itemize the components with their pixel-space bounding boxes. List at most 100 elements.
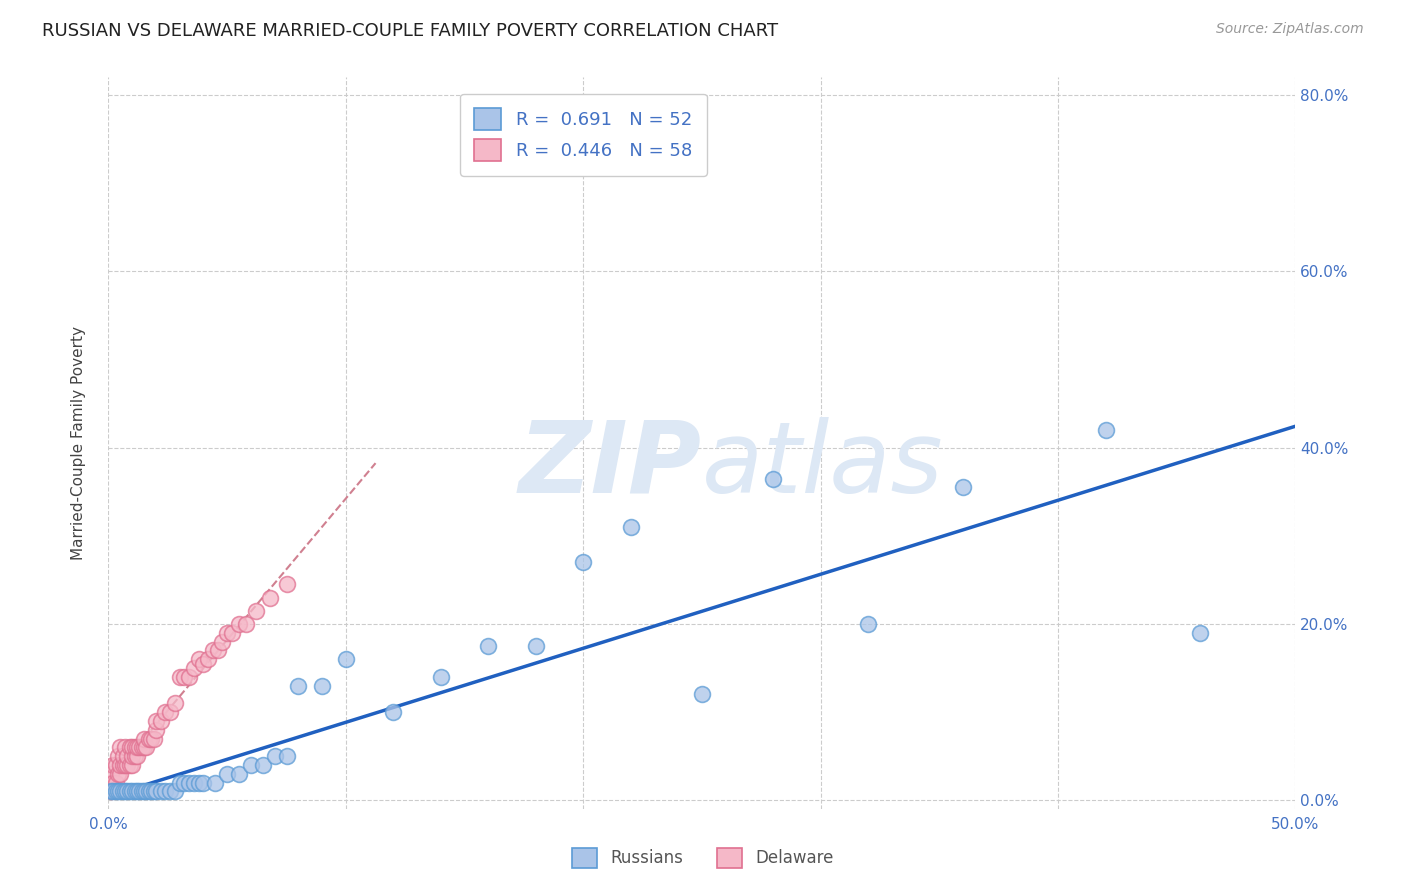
Point [118,740,141,755]
Point [235,617,257,632]
Point [132,740,155,755]
Point [117,784,139,798]
Point [100,784,122,798]
Point [125,749,148,764]
Point [110,758,132,772]
Point [179,670,201,684]
Point [762,471,785,485]
Point [217,766,239,780]
Point [138,784,160,798]
Point [103,775,125,789]
Point [159,705,181,719]
Point [201,643,224,657]
Y-axis label: Married-Couple Family Poverty: Married-Couple Family Poverty [72,326,86,560]
Point [145,723,167,737]
Point [100,766,122,780]
Point [121,758,143,772]
Point [103,758,125,772]
Point [107,784,129,798]
Point [128,740,150,755]
Point [121,749,143,764]
Point [111,784,134,798]
Point [207,643,229,657]
Point [118,784,141,798]
Point [187,652,209,666]
Point [135,740,157,755]
Point [149,784,172,798]
Text: RUSSIAN VS DELAWARE MARRIED-COUPLE FAMILY POVERTY CORRELATION CHART: RUSSIAN VS DELAWARE MARRIED-COUPLE FAMIL… [42,22,779,40]
Point [131,784,153,798]
Point [690,688,713,702]
Point [107,749,129,764]
Point [110,784,132,798]
Point [145,784,167,798]
Point [104,784,127,798]
Point [124,784,146,798]
Point [124,749,146,764]
Point [173,775,195,789]
Point [197,652,219,666]
Point [114,784,136,798]
Point [141,784,163,798]
Point [524,639,547,653]
Point [155,705,177,719]
Point [155,784,177,798]
Point [183,775,205,789]
Point [118,758,141,772]
Point [204,775,226,789]
Point [110,766,132,780]
Point [142,784,165,798]
Point [173,670,195,684]
Point [276,749,298,764]
Point [163,784,186,798]
Point [252,758,274,772]
Point [117,758,139,772]
Point [145,714,167,728]
Point [142,731,165,746]
Point [114,758,136,772]
Point [121,784,143,798]
Point [572,555,595,569]
Point [104,758,127,772]
Point [239,758,262,772]
Point [952,480,974,494]
Text: Source: ZipAtlas.com: Source: ZipAtlas.com [1216,22,1364,37]
Point [121,740,143,755]
Point [111,749,134,764]
Point [103,784,125,798]
Text: atlas: atlas [702,417,943,514]
Point [169,670,191,684]
Point [245,604,267,618]
Point [211,634,233,648]
Point [263,749,285,764]
Point [104,775,127,789]
Point [128,784,150,798]
Text: ZIP: ZIP [519,417,702,514]
Point [117,749,139,764]
Point [1189,625,1212,640]
Point [1094,423,1116,437]
Point [125,784,148,798]
Point [276,577,298,591]
Point [193,657,215,671]
Point [620,520,643,534]
Point [159,784,181,798]
Point [100,775,122,789]
Legend: Russians, Delaware: Russians, Delaware [565,841,841,875]
Point [114,740,136,755]
Point [187,775,209,789]
Point [100,784,122,798]
Point [135,784,157,798]
Point [132,731,155,746]
Point [107,766,129,780]
Point [111,758,134,772]
Point [179,775,201,789]
Point [141,731,163,746]
Point [311,679,333,693]
Point [430,670,453,684]
Point [335,652,357,666]
Point [477,639,499,653]
Point [287,679,309,693]
Point [169,775,191,789]
Point [132,784,155,798]
